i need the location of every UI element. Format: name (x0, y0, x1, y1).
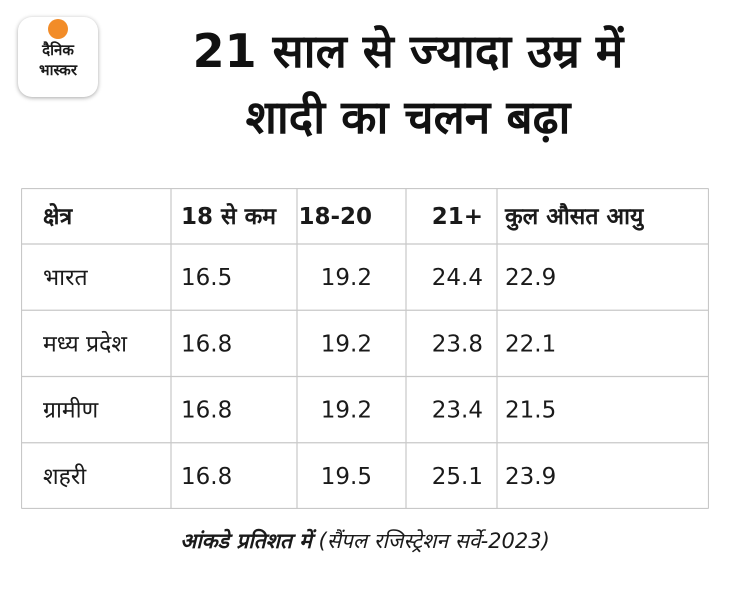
table-cell-value: 16.8 (181, 331, 232, 357)
table-cell-value: 19.5 (321, 464, 372, 490)
table-cell-value: 19.2 (321, 265, 372, 291)
page-title: 21 साल से ज्यादा उम्र में शादी का चलन बढ… (108, 18, 708, 150)
table-cell-value: 23.9 (505, 464, 556, 490)
table-cell-value: 23.4 (432, 398, 483, 424)
table-cell-value: 25.1 (432, 464, 483, 490)
table-header-cell: 21+ (432, 204, 483, 230)
table-row-label: भारत (43, 265, 89, 291)
table-header-cell: कुल औसत आयु (504, 202, 645, 231)
table-cell-value: 22.1 (505, 331, 556, 357)
table-cell-value: 16.8 (181, 464, 232, 490)
table-cell-value: 21.5 (505, 398, 556, 424)
footer-source: (सैंपल रजिस्ट्रेशन सर्वे-2023) (318, 529, 550, 553)
data-table: क्षेत्र 18 से कम 18-20 21+ कुल औसत आयु भारत 16… (21, 188, 709, 509)
table-row-label: ग्रामीण (43, 397, 99, 424)
brand-line-2: भास्कर (39, 61, 77, 79)
table-cell-value: 24.4 (432, 265, 483, 291)
table-cell-value: 16.5 (181, 265, 232, 291)
table-header-cell: क्षेत्र (43, 202, 73, 230)
title-line-1: 21 साल से ज्यादा उम्र में (192, 24, 624, 78)
table-cell-value: 23.8 (432, 331, 483, 357)
table-cell-value: 16.8 (181, 398, 232, 424)
sun-icon (48, 19, 68, 39)
table-cell-value: 22.9 (505, 265, 556, 291)
footer-unit-note: आंकडे प्रतिशत में (180, 529, 312, 553)
table-header-cell: 18-20 (298, 204, 372, 230)
table-cell-value: 19.2 (321, 331, 372, 357)
title-line-2: शादी का चलन बढ़ा (245, 90, 571, 144)
brand-logo: दैनिक भास्कर (18, 17, 98, 97)
footer-note: आंकडे प्रतिशत में (सैंपल रजिस्ट्रेशन सर्… (0, 527, 730, 555)
table-cell-value: 19.2 (321, 398, 372, 424)
table-svg: क्षेत्र 18 से कम 18-20 21+ कुल औसत आयु भारत 16… (21, 188, 709, 509)
table-row-label: शहरी (43, 463, 87, 490)
table-header-cell: 18 से कम (181, 202, 277, 230)
table-row-label: मध्य प्रदेश (43, 330, 127, 357)
brand-line-1: दैनिक (42, 41, 74, 59)
